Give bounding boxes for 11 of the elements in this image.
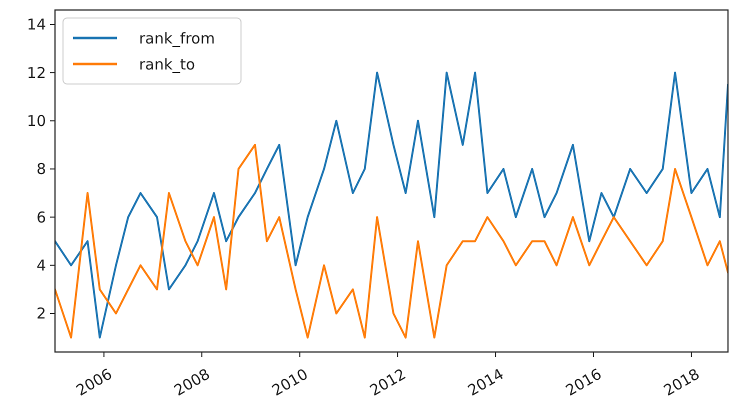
y-tick-label: 8 [36,160,46,178]
legend-label: rank_to [139,55,196,74]
legend-label: rank_from [139,29,215,48]
y-tick-label: 2 [36,304,46,323]
y-tick-label: 12 [26,64,46,82]
y-tick-label: 14 [26,16,46,34]
y-tick-label: 6 [36,208,46,226]
line-series [55,144,728,339]
y-tick-label: 4 [36,256,46,275]
line-series [55,72,728,339]
y-tick-label: 10 [26,112,46,130]
